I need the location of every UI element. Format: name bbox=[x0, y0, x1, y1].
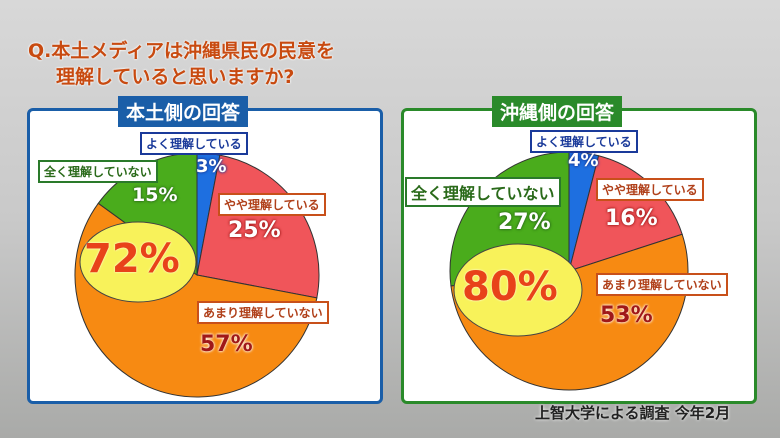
mainland-pie bbox=[74, 152, 320, 398]
okinawa-highlight-pct: 80% bbox=[462, 264, 558, 310]
question-line-2: 理解していると思いますか? bbox=[56, 66, 295, 88]
okinawa-label-not-at-all: 全く理解していない bbox=[405, 177, 561, 207]
mainland-label-not-much: あまり理解していない bbox=[197, 301, 329, 324]
okinawa-pct-well: 4% bbox=[568, 150, 599, 171]
question-line-1: Q.本土メディアは沖縄県民の民意を bbox=[28, 40, 336, 62]
okinawa-pct-not-at-all: 27% bbox=[498, 210, 551, 235]
mainland-pct-not-much: 57% bbox=[200, 332, 253, 357]
okinawa-label-somewhat: やや理解している bbox=[596, 178, 704, 201]
question-title: Q.本土メディアは沖縄県民の民意を理解していると思いますか? bbox=[28, 38, 335, 90]
okinawa-label-not-much: あまり理解していない bbox=[596, 273, 728, 296]
mainland-label-not-at-all: 全く理解していない bbox=[38, 160, 158, 183]
mainland-pct-somewhat: 25% bbox=[228, 218, 281, 243]
mainland-label-well: よく理解している bbox=[140, 132, 248, 155]
mainland-label-somewhat: やや理解している bbox=[218, 193, 326, 216]
mainland-panel-title: 本土側の回答 bbox=[118, 96, 249, 127]
mainland-pct-not-at-all: 15% bbox=[132, 184, 178, 206]
okinawa-pct-not-much: 53% bbox=[600, 303, 653, 328]
okinawa-panel-title: 沖縄側の回答 bbox=[492, 96, 623, 127]
okinawa-highlight-ellipse bbox=[453, 243, 583, 337]
mainland-pct-well: 3% bbox=[196, 156, 227, 177]
okinawa-label-well: よく理解している bbox=[530, 130, 638, 153]
mainland-highlight-ellipse bbox=[79, 221, 197, 303]
okinawa-pct-somewhat: 16% bbox=[605, 206, 658, 231]
source-caption: 上智大学による調査 今年2月 bbox=[535, 404, 731, 422]
mainland-highlight-pct: 72% bbox=[84, 236, 180, 282]
